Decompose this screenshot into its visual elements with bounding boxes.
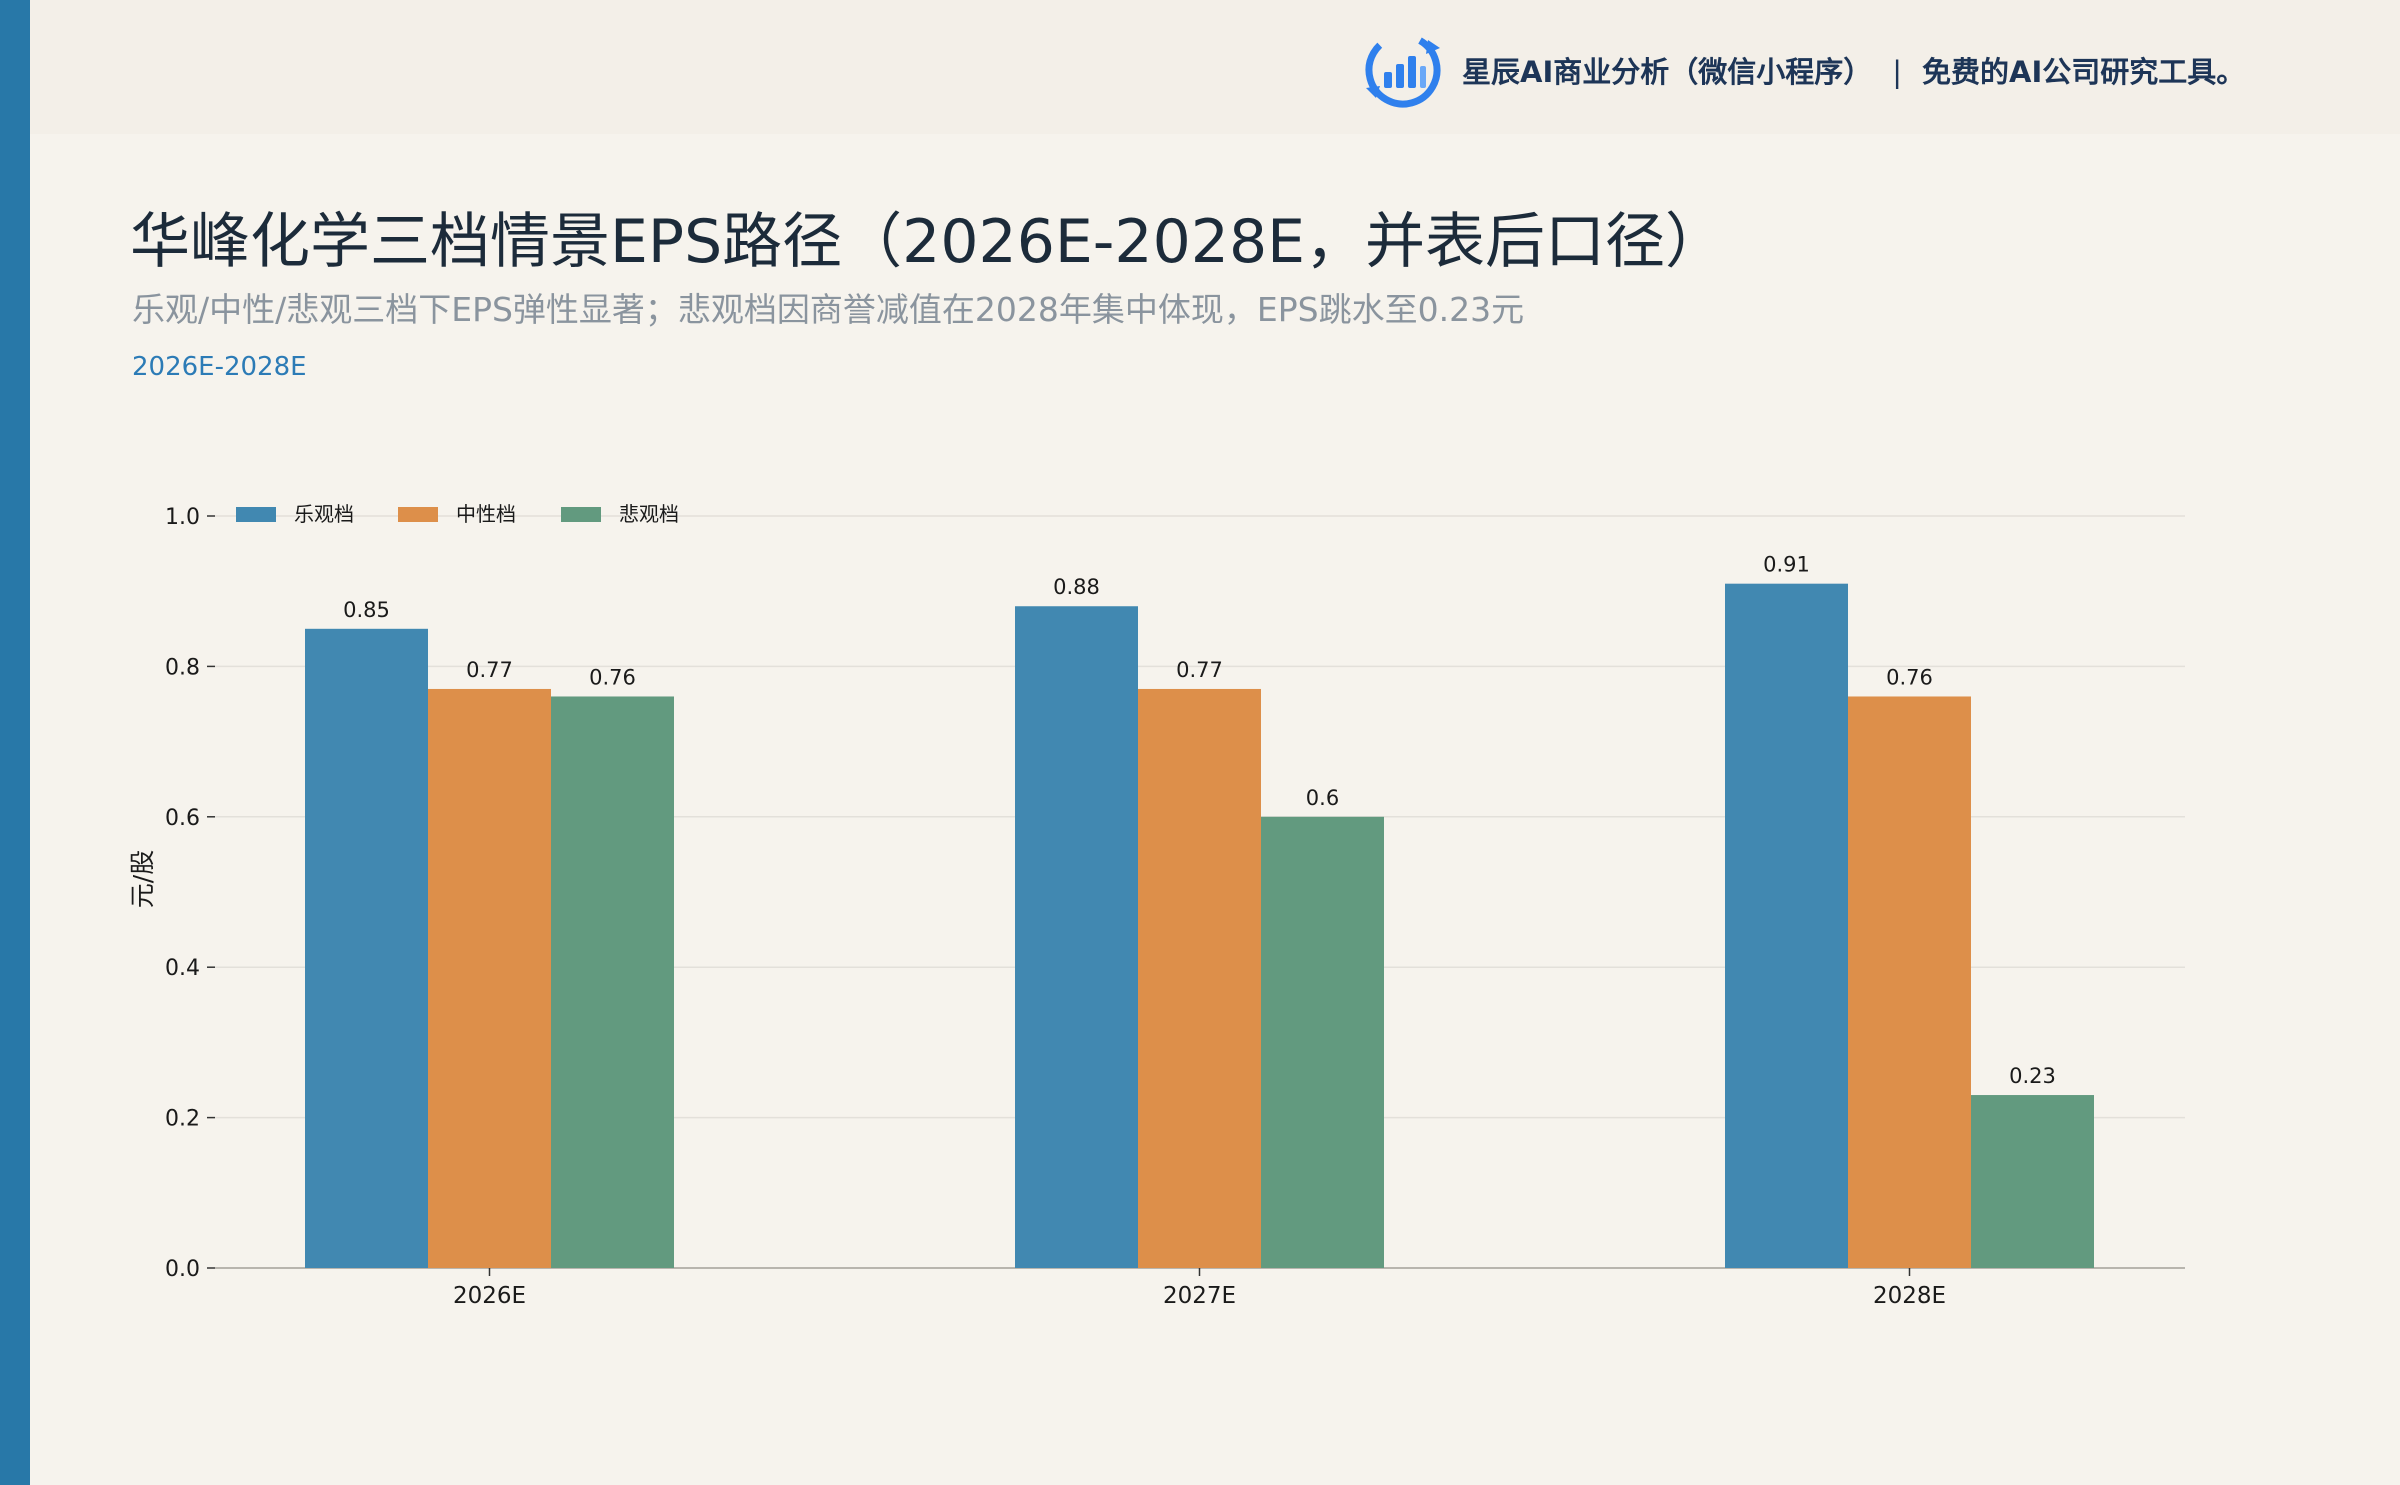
data-label: 0.76	[1886, 665, 1933, 689]
brand-tagline: 免费的AI公司研究工具。	[1922, 55, 2246, 89]
legend-swatch	[398, 507, 438, 522]
data-label: 0.77	[1176, 658, 1223, 682]
bar	[1971, 1095, 2094, 1268]
data-label: 0.91	[1763, 553, 1810, 577]
data-label: 0.85	[343, 598, 390, 622]
legend-swatch	[561, 507, 601, 522]
period-label: 2026E-2028E	[132, 352, 307, 382]
bar	[1725, 583, 1848, 1268]
page-subtitle: 乐观/中性/悲观三档下EPS弹性显著；悲观档因商誉减值在2028年集中体现，EP…	[132, 290, 1525, 329]
y-tick-label: 0.6	[165, 806, 200, 831]
bar	[1138, 688, 1261, 1268]
bar	[1848, 696, 1971, 1268]
brand-header: 星辰AI商业分析（微信小程序） | 免费的AI公司研究工具。	[1362, 22, 2245, 118]
bar	[1261, 816, 1384, 1268]
y-tick-label: 0.2	[165, 1107, 200, 1132]
brand-separator: |	[1892, 55, 1903, 89]
bar	[1015, 606, 1138, 1268]
y-tick-label: 0.0	[165, 1257, 200, 1282]
bar	[305, 628, 428, 1268]
legend-swatch	[236, 507, 276, 522]
x-tick-label: 2027E	[1163, 1283, 1236, 1309]
data-label: 0.88	[1053, 575, 1100, 599]
y-axis-label: 元/股	[128, 850, 157, 908]
top-banner	[30, 0, 2400, 134]
data-label: 0.23	[2009, 1064, 2056, 1088]
data-label: 0.77	[466, 658, 513, 682]
x-tick-label: 2026E	[453, 1283, 526, 1309]
legend-label: 悲观档	[619, 502, 679, 526]
left-accent-bar	[0, 0, 30, 1485]
y-tick-label: 0.8	[165, 655, 200, 680]
legend-label: 中性档	[456, 502, 516, 526]
x-tick-label: 2028E	[1873, 1283, 1946, 1309]
bar	[428, 688, 551, 1268]
brand-name: 星辰AI商业分析（微信小程序）	[1462, 55, 1873, 89]
y-tick-label: 1.0	[165, 505, 200, 530]
legend-label: 乐观档	[294, 502, 354, 526]
bar-chart-refresh-icon	[1365, 32, 1441, 108]
brand-text: 星辰AI商业分析（微信小程序） | 免费的AI公司研究工具。	[1462, 49, 2245, 91]
y-tick-label: 0.4	[165, 956, 200, 981]
page-title: 华峰化学三档情景EPS路径（2026E-2028E，并表后口径）	[130, 207, 1726, 277]
bar	[551, 696, 674, 1268]
data-label: 0.6	[1306, 786, 1339, 810]
data-label: 0.76	[589, 665, 636, 689]
